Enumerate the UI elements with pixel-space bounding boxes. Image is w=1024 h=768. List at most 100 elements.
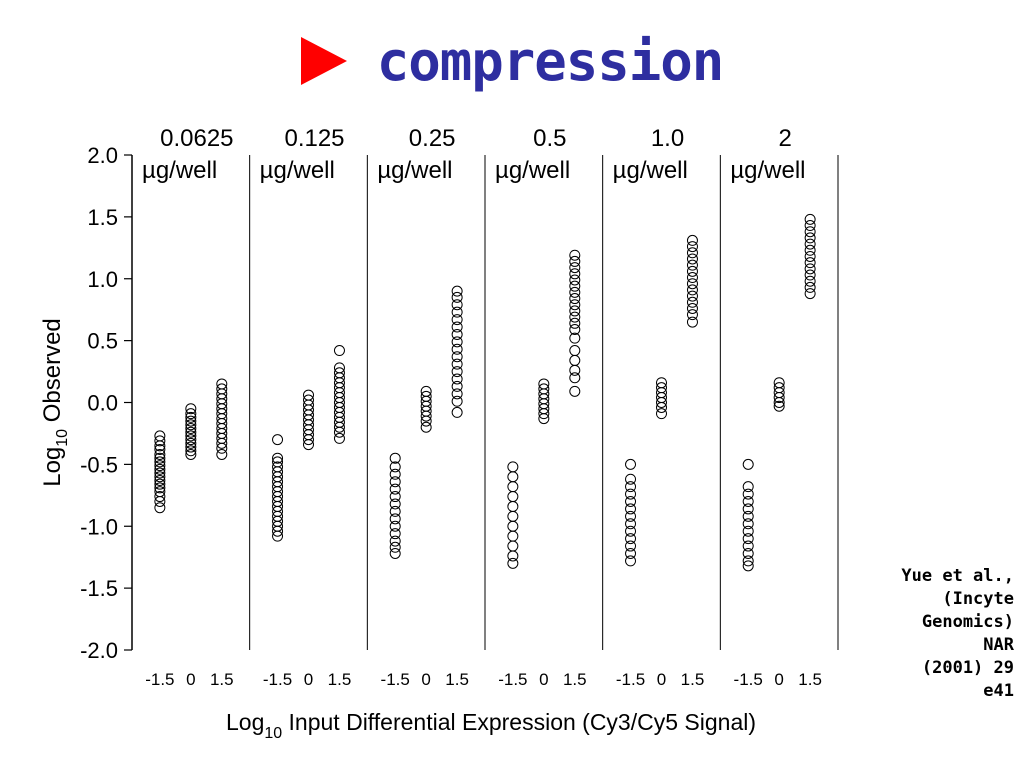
data-point <box>185 403 197 415</box>
data-point <box>185 437 197 449</box>
y-tick-label: 1.5 <box>87 205 118 230</box>
data-point <box>451 285 463 297</box>
data-point <box>389 505 401 517</box>
x-tick-label: -1.5 <box>381 670 410 689</box>
data-point <box>451 351 463 363</box>
data-point <box>686 316 698 328</box>
data-point <box>625 555 637 567</box>
data-point <box>625 488 637 500</box>
citation: Yue et al., (Incyte Genomics) NAR (2001)… <box>864 565 1014 703</box>
data-point <box>507 461 519 473</box>
data-point <box>451 358 463 370</box>
x-tick-label: 0 <box>304 670 313 689</box>
data-point <box>389 547 401 559</box>
data-point <box>656 397 667 408</box>
data-point <box>804 244 816 256</box>
panel-unit-label: µg/well <box>495 157 570 184</box>
x-tick-label: 1.5 <box>563 670 587 689</box>
data-point <box>185 415 197 427</box>
data-point <box>804 220 816 232</box>
data-point <box>420 421 432 433</box>
data-point <box>185 422 197 434</box>
data-point <box>742 481 754 493</box>
data-point <box>625 458 637 470</box>
data-point <box>272 452 284 464</box>
panel-amount-label: 0.0625 <box>160 125 233 152</box>
data-point <box>451 321 463 333</box>
data-point <box>742 540 754 552</box>
data-point <box>154 440 166 452</box>
x-tick-label: -1.5 <box>145 670 174 689</box>
data-point <box>569 299 581 311</box>
x-tick-label: -1.5 <box>616 670 645 689</box>
panel-amount-label: 0.125 <box>284 125 344 152</box>
data-point <box>333 426 345 438</box>
data-point <box>389 452 401 464</box>
data-point <box>686 284 698 296</box>
data-point <box>451 299 463 311</box>
data-point <box>185 448 197 460</box>
data-point <box>507 530 519 542</box>
data-point <box>185 430 197 442</box>
data-point <box>185 426 197 438</box>
data-point <box>389 498 401 510</box>
data-point <box>804 263 816 275</box>
data-point <box>773 392 785 404</box>
data-point <box>538 408 550 420</box>
citation-line: (Incyte <box>942 589 1014 609</box>
x-tick-label: 0 <box>774 670 783 689</box>
data-point <box>420 415 432 427</box>
data-point <box>185 408 197 420</box>
data-point <box>389 483 401 495</box>
x-tick-label: 0 <box>186 670 195 689</box>
data-point <box>742 518 754 530</box>
data-point <box>742 488 754 500</box>
data-point <box>804 281 816 293</box>
data-point <box>154 491 166 503</box>
panel-unit-label: µg/well <box>377 157 452 184</box>
data-point <box>333 432 345 444</box>
data-point <box>569 311 581 323</box>
data-point <box>804 269 816 281</box>
y-tick-label: -0.5 <box>80 452 118 477</box>
data-point <box>507 491 519 503</box>
data-point <box>154 435 166 447</box>
y-tick-label: 0.5 <box>87 329 118 354</box>
data-point <box>569 385 581 397</box>
data-point <box>773 397 785 408</box>
data-point <box>804 257 816 269</box>
x-tick-label: 1.5 <box>445 670 469 689</box>
x-tick-label: 0 <box>539 670 548 689</box>
citation-line: (2001) 29 <box>921 658 1014 678</box>
data-point <box>507 540 519 552</box>
data-point <box>625 503 637 515</box>
data-point <box>451 314 463 326</box>
data-point <box>154 467 166 479</box>
y-axis-label: Log10 Observed <box>39 318 71 487</box>
data-point <box>185 411 197 423</box>
data-point <box>804 213 816 225</box>
data-point <box>686 253 698 265</box>
x-tick-label: -1.5 <box>498 670 527 689</box>
title-text: compression <box>376 29 725 93</box>
data-point <box>569 268 581 280</box>
data-point <box>625 473 637 485</box>
data-point <box>333 345 345 357</box>
y-tick-label: 0.0 <box>87 391 118 416</box>
data-point <box>154 452 166 464</box>
data-point <box>742 555 754 567</box>
data-point <box>686 259 698 271</box>
citation-line: NAR <box>983 635 1014 655</box>
data-point <box>742 560 754 572</box>
x-tick-label: 1.5 <box>328 670 352 689</box>
data-point <box>804 226 816 238</box>
data-point <box>742 503 754 515</box>
data-point <box>507 520 519 532</box>
data-point <box>742 547 754 559</box>
data-point <box>569 274 581 286</box>
data-point <box>686 241 698 253</box>
data-point <box>154 463 166 475</box>
data-point <box>303 434 314 446</box>
y-tick-label: -1.5 <box>80 576 118 601</box>
